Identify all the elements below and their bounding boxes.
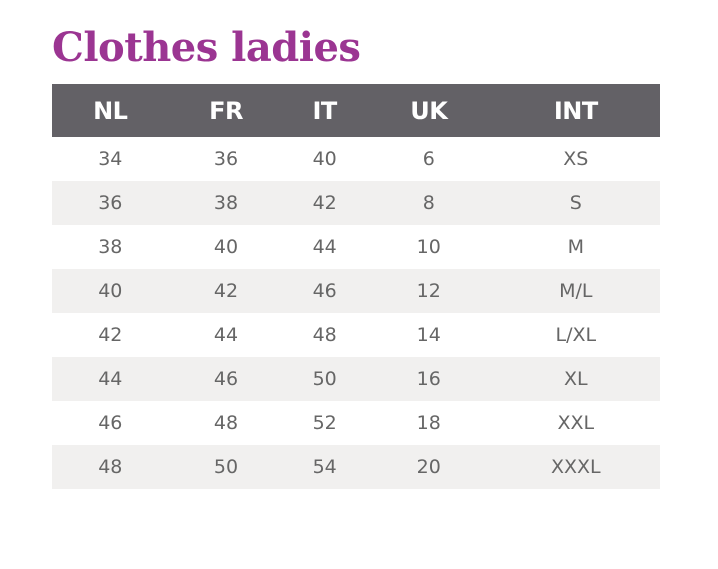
cell-int: XL bbox=[491, 357, 660, 401]
cell-fr: 50 bbox=[168, 445, 284, 489]
column-header-uk: UK bbox=[365, 84, 492, 137]
cell-it: 50 bbox=[283, 357, 366, 401]
cell-it: 52 bbox=[312, 412, 337, 434]
cell-fr: 38 bbox=[168, 181, 284, 225]
cell-int: XXXL bbox=[491, 445, 660, 489]
cell-uk: 14 bbox=[416, 324, 441, 346]
cell-int: M bbox=[567, 236, 585, 258]
table-row: 34 36 40 6 XS bbox=[52, 137, 660, 181]
page-title: Clothes ladies bbox=[52, 24, 361, 71]
cell-nl: 40 bbox=[52, 269, 169, 313]
cell-it: 48 bbox=[312, 324, 337, 346]
cell-nl: 36 bbox=[52, 181, 169, 225]
cell-fr: 44 bbox=[213, 324, 239, 346]
cell-it: 42 bbox=[283, 181, 366, 225]
cell-nl: 34 bbox=[98, 148, 123, 170]
cell-uk: 16 bbox=[365, 357, 492, 401]
cell-fr: 40 bbox=[213, 236, 239, 258]
cell-int: L/XL bbox=[555, 324, 597, 346]
cell-nl: 46 bbox=[98, 412, 123, 434]
cell-uk: 18 bbox=[416, 412, 441, 434]
cell-nl: 42 bbox=[98, 324, 123, 346]
table-row: 46 48 52 18 XXL bbox=[52, 401, 660, 445]
cell-uk: 6 bbox=[422, 148, 435, 170]
cell-it: 40 bbox=[312, 148, 337, 170]
size-table: NL FR IT UK INT 34 36 40 6 XS 36 38 42 8 S 38 40 44 10 M 40… bbox=[52, 84, 660, 489]
table-row: 48 50 54 20 XXXL bbox=[52, 445, 660, 489]
cell-int: S bbox=[491, 181, 660, 225]
cell-int: XXL bbox=[557, 412, 595, 434]
table-row: 40 42 46 12 M/L bbox=[52, 269, 660, 313]
cell-fr: 36 bbox=[213, 148, 239, 170]
cell-nl: 38 bbox=[98, 236, 123, 258]
column-header-nl: NL bbox=[52, 84, 169, 137]
table-row: 44 46 50 16 XL bbox=[52, 357, 660, 401]
cell-nl: 48 bbox=[52, 445, 169, 489]
cell-it: 46 bbox=[283, 269, 366, 313]
cell-fr: 46 bbox=[168, 357, 284, 401]
cell-nl: 44 bbox=[52, 357, 169, 401]
table-row: 42 44 48 14 L/XL bbox=[52, 313, 660, 357]
cell-uk: 8 bbox=[365, 181, 492, 225]
column-header-int: INT bbox=[491, 84, 660, 137]
table-header-row: NL FR IT UK INT bbox=[52, 84, 660, 137]
cell-uk: 10 bbox=[416, 236, 441, 258]
cell-int: XS bbox=[563, 148, 589, 170]
table-row: 36 38 42 8 S bbox=[52, 181, 660, 225]
cell-fr: 42 bbox=[168, 269, 284, 313]
cell-it: 44 bbox=[312, 236, 337, 258]
cell-fr: 48 bbox=[213, 412, 239, 434]
cell-int: M/L bbox=[491, 269, 660, 313]
column-header-fr: FR bbox=[168, 84, 284, 137]
cell-uk: 12 bbox=[365, 269, 492, 313]
cell-it: 54 bbox=[283, 445, 366, 489]
table-row: 38 40 44 10 M bbox=[52, 225, 660, 269]
cell-uk: 20 bbox=[365, 445, 492, 489]
column-header-it: IT bbox=[283, 84, 366, 137]
